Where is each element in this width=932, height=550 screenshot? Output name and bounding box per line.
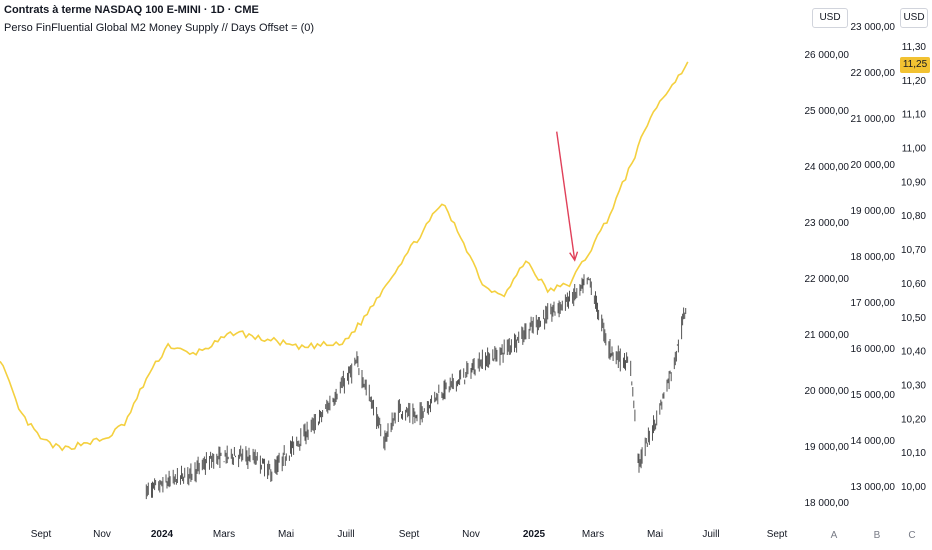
- y-tick-label: 22 000,00: [805, 274, 850, 285]
- last-value-badge: 11,25: [900, 57, 930, 73]
- m2-series-line: [0, 61, 689, 452]
- y-tick-label: 13 000,00: [851, 482, 896, 493]
- y-tick-label: 23 000,00: [805, 218, 850, 229]
- y-axis-middle: 23 000,00 22 000,00 21 000,00 20 000,00 19 0…: [851, 22, 896, 493]
- x-tick-label: Juill: [337, 529, 354, 540]
- x-tick-label: Mai: [278, 529, 294, 540]
- y-tick-label: 22 000,00: [851, 68, 896, 79]
- y-tick-label: 11,30: [902, 42, 927, 53]
- y-tick-label: 10,50: [901, 313, 926, 324]
- y-tick-label: 21 000,00: [805, 330, 850, 341]
- y-tick-label: 10,40: [901, 347, 926, 358]
- x-tick-label: Juill: [702, 529, 719, 540]
- y-tick-label: 10,30: [901, 380, 926, 391]
- y-tick-label: 18 000,00: [805, 498, 850, 509]
- y-tick-label: 15 000,00: [851, 390, 896, 401]
- plot-area: [0, 61, 689, 500]
- x-tick-label: 2025: [523, 529, 546, 540]
- x-tick-label: Mars: [213, 529, 235, 540]
- y-axis-right: 11,30 11,20 11,10 11,00 10,90 10,80 10,70 10,60…: [901, 42, 926, 493]
- y-axis-left: 26 000,00 25 000,00 24 000,00 23 000,00 22 0…: [805, 50, 850, 509]
- y-tick-label: 26 000,00: [805, 50, 850, 61]
- y-tick-label: 20 000,00: [851, 160, 896, 171]
- y-tick-label: 21 000,00: [851, 114, 896, 125]
- y-tick-label: 18 000,00: [851, 252, 896, 263]
- y-tick-label: 23 000,00: [851, 22, 896, 33]
- y-tick-label: 25 000,00: [805, 106, 850, 117]
- y-tick-label: 10,20: [901, 414, 926, 425]
- y-tick-label: 10,80: [901, 211, 926, 222]
- x-tick-label: Mars: [582, 529, 604, 540]
- x-tick-label: 2024: [151, 529, 174, 540]
- y-tick-label: 16 000,00: [851, 344, 896, 355]
- y-tick-label: 11,00: [902, 144, 927, 155]
- scale-button-c[interactable]: C: [908, 530, 916, 541]
- x-tick-label: Sept: [31, 529, 52, 540]
- y-tick-label: 10,60: [901, 279, 926, 290]
- x-tick-label: Nov: [93, 529, 111, 540]
- y-tick-label: 10,70: [901, 245, 926, 256]
- y-tick-label: 11,20: [902, 76, 927, 87]
- x-tick-label: Nov: [462, 529, 480, 540]
- currency-selector-left[interactable]: USD: [812, 8, 848, 28]
- x-tick-label: Mai: [647, 529, 663, 540]
- currency-selector-right[interactable]: USD: [900, 8, 928, 28]
- y-tick-label: 19 000,00: [805, 442, 850, 453]
- y-tick-label: 10,00: [901, 482, 926, 493]
- price-series: [145, 274, 687, 500]
- x-axis: Sept Nov 2024 Mars Mai Juill Sept Nov 2025 Mars Ma…: [31, 529, 788, 540]
- x-tick-label: Sept: [767, 529, 788, 540]
- scale-button-a[interactable]: A: [830, 530, 838, 541]
- y-tick-label: 19 000,00: [851, 206, 896, 217]
- annotation-arrow-head: [569, 251, 579, 262]
- indicator-legend: Perso FinFluential Global M2 Money Suppl…: [4, 22, 315, 34]
- annotation-arrow-shaft: [556, 131, 576, 261]
- y-tick-label: 20 000,00: [805, 386, 850, 397]
- y-tick-label: 10,90: [901, 177, 926, 188]
- y-tick-label: 10,10: [901, 448, 926, 459]
- y-tick-label: 17 000,00: [851, 298, 896, 309]
- y-tick-label: 24 000,00: [805, 162, 850, 173]
- y-tick-label: 11,10: [902, 110, 927, 121]
- y-tick-label: 14 000,00: [851, 436, 896, 447]
- scale-button-b[interactable]: B: [873, 530, 881, 541]
- chart-title: Contrats à terme NASDAQ 100 E-MINI · 1D …: [4, 4, 259, 16]
- x-tick-label: Sept: [399, 529, 420, 540]
